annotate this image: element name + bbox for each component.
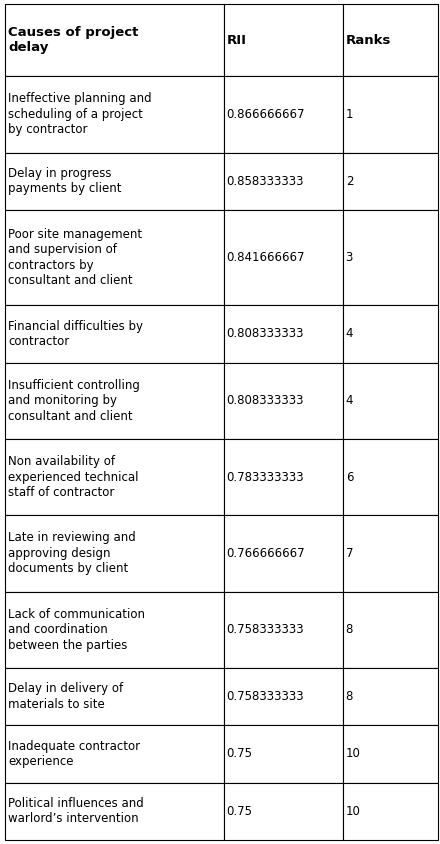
Text: 4: 4	[346, 327, 353, 340]
Bar	[5, 210, 224, 306]
Text: 0.758333333: 0.758333333	[227, 623, 304, 636]
Text: 8: 8	[346, 623, 353, 636]
Bar	[343, 668, 438, 725]
Bar	[224, 782, 343, 840]
Bar	[224, 668, 343, 725]
Text: Non availability of
experienced technical
staff of contractor: Non availability of experienced technica…	[8, 455, 139, 499]
Bar	[343, 592, 438, 668]
Bar	[224, 210, 343, 306]
Bar	[5, 76, 224, 153]
Text: 10: 10	[346, 804, 360, 818]
Bar	[5, 439, 224, 515]
Text: Delay in delivery of
materials to site: Delay in delivery of materials to site	[8, 682, 123, 711]
Bar	[343, 76, 438, 153]
Text: RII: RII	[227, 34, 247, 46]
Bar	[5, 515, 224, 592]
Bar	[343, 153, 438, 210]
Text: 0.841666667: 0.841666667	[227, 251, 305, 264]
Bar	[224, 439, 343, 515]
Text: 0.758333333: 0.758333333	[227, 690, 304, 703]
Text: 7: 7	[346, 547, 353, 560]
Text: Financial difficulties by
contractor: Financial difficulties by contractor	[8, 320, 143, 348]
Bar	[343, 439, 438, 515]
Text: 3: 3	[346, 251, 353, 264]
Text: 1: 1	[346, 108, 353, 121]
Text: Late in reviewing and
approving design
documents by client: Late in reviewing and approving design d…	[8, 532, 136, 576]
Bar	[5, 782, 224, 840]
Text: Inadequate contractor
experience: Inadequate contractor experience	[8, 739, 140, 768]
Bar	[5, 153, 224, 210]
Bar	[343, 363, 438, 439]
Bar	[343, 4, 438, 76]
Bar	[5, 363, 224, 439]
Text: 10: 10	[346, 748, 360, 760]
Text: Poor site management
and supervision of
contractors by
consultant and client: Poor site management and supervision of …	[8, 228, 143, 287]
Text: Delay in progress
payments by client: Delay in progress payments by client	[8, 167, 122, 196]
Text: Causes of project
delay: Causes of project delay	[8, 26, 139, 55]
Bar	[224, 515, 343, 592]
Bar	[5, 4, 224, 76]
Text: 0.766666667: 0.766666667	[227, 547, 305, 560]
Bar	[224, 592, 343, 668]
Bar	[224, 4, 343, 76]
Bar	[224, 306, 343, 363]
Text: Insufficient controlling
and monitoring by
consultant and client: Insufficient controlling and monitoring …	[8, 379, 140, 423]
Text: Ranks: Ranks	[346, 34, 391, 46]
Bar	[224, 363, 343, 439]
Text: 0.858333333: 0.858333333	[227, 175, 304, 187]
Bar	[224, 76, 343, 153]
Bar	[5, 306, 224, 363]
Bar	[224, 153, 343, 210]
Bar	[343, 515, 438, 592]
Text: 4: 4	[346, 394, 353, 407]
Bar	[343, 725, 438, 782]
Text: 0.783333333: 0.783333333	[227, 471, 304, 484]
Text: Political influences and
warlord’s intervention: Political influences and warlord’s inter…	[8, 797, 144, 825]
Text: Lack of communication
and coordination
between the parties: Lack of communication and coordination b…	[8, 608, 145, 652]
Bar	[343, 782, 438, 840]
Text: 0.75: 0.75	[227, 804, 253, 818]
Text: 2: 2	[346, 175, 353, 187]
Text: 0.808333333: 0.808333333	[227, 394, 304, 407]
Bar	[5, 725, 224, 782]
Bar	[343, 210, 438, 306]
Bar	[343, 306, 438, 363]
Text: Ineffective planning and
scheduling of a project
by contractor: Ineffective planning and scheduling of a…	[8, 92, 152, 137]
Text: 6: 6	[346, 471, 353, 484]
Bar	[224, 725, 343, 782]
Bar	[5, 668, 224, 725]
Text: 0.866666667: 0.866666667	[227, 108, 305, 121]
Text: 0.808333333: 0.808333333	[227, 327, 304, 340]
Text: 0.75: 0.75	[227, 748, 253, 760]
Bar	[5, 592, 224, 668]
Text: 8: 8	[346, 690, 353, 703]
